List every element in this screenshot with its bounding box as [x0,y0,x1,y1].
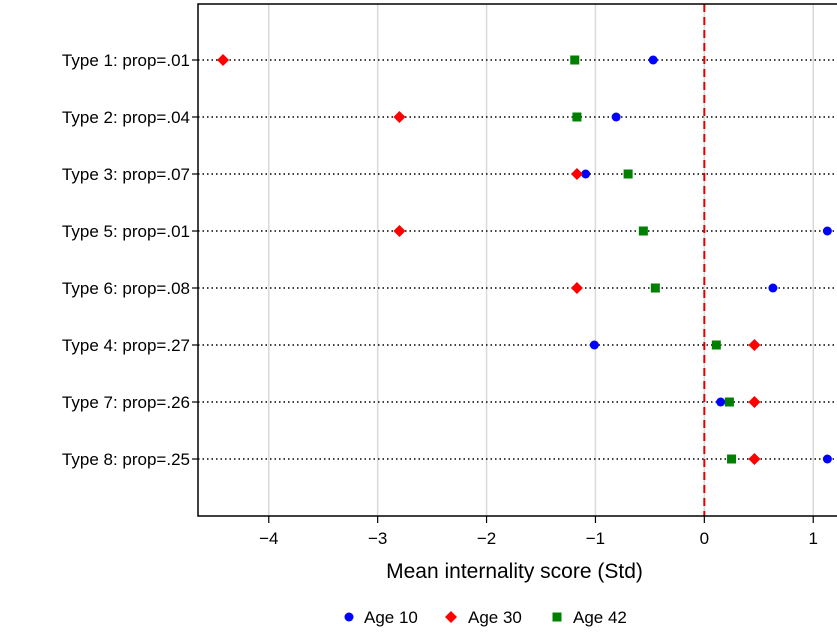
data-point-circle [648,55,658,65]
legend-item: Age 30 [445,608,522,627]
data-point-circle [716,397,726,407]
legend-item: Age 42 [552,608,627,627]
y-axis-labels: Type 1: prop=.01 Type 2: prop=.04 Type 3: … [62,51,198,469]
data-point-square [638,226,648,236]
legend: Age 10 Age 30 Age 42 [344,608,627,627]
y-tick-label: Type 4: prop=.27 [62,336,190,355]
x-tick-label: −3 [368,529,387,548]
data-point-diamond [748,396,761,408]
data-point-diamond [748,339,761,351]
legend-label: Age 42 [573,608,627,627]
data-point-circle [768,283,778,293]
x-tick-label: −2 [477,529,496,548]
y-tick-label: Type 5: prop=.01 [62,222,190,241]
y-tick-label: Type 3: prop=.07 [62,165,190,184]
data-point-square [570,55,580,65]
data-point-square [572,112,582,122]
legend-marker-square [552,612,562,622]
data-point-circle [822,454,832,464]
category-rows [198,59,835,460]
data-point-diamond [393,111,406,123]
data-point-circle [581,169,591,179]
x-tick-label: −1 [586,529,605,548]
data-point-diamond [217,54,230,66]
data-point-diamond [570,168,583,180]
data-point-circle [611,112,621,122]
legend-marker-diamond [445,611,457,623]
plot-frame [197,3,837,517]
y-tick-label: Type 7: prop=.26 [62,393,190,412]
legend-marker-circle [344,612,354,622]
legend-item: Age 10 [344,608,418,627]
data-point-diamond [748,453,761,465]
data-markers [217,54,832,465]
data-point-square [711,340,721,350]
data-point-circle [822,226,832,236]
x-axis-title: Mean internality score (Std) [386,560,643,583]
data-point-square [623,169,633,179]
y-tick-label: Type 6: prop=.08 [62,279,190,298]
x-tick-label: −4 [259,529,278,548]
data-point-circle [589,340,599,350]
x-tick-label: 1 [808,529,817,548]
data-point-square [727,454,737,464]
y-tick-label: Type 2: prop=.04 [62,108,190,127]
legend-label: Age 30 [468,608,522,627]
x-tick-label: 0 [700,529,709,548]
x-axis-ticks: −4 −3 −2 −1 0 1 [259,516,818,548]
data-point-diamond [393,225,406,237]
data-point-square [650,283,660,293]
legend-label: Age 10 [364,608,418,627]
data-point-diamond [570,282,583,294]
y-tick-label: Type 8: prop=.25 [62,450,190,469]
y-tick-label: Type 1: prop=.01 [62,51,190,70]
data-point-square [724,397,734,407]
grid-lines [268,4,814,516]
